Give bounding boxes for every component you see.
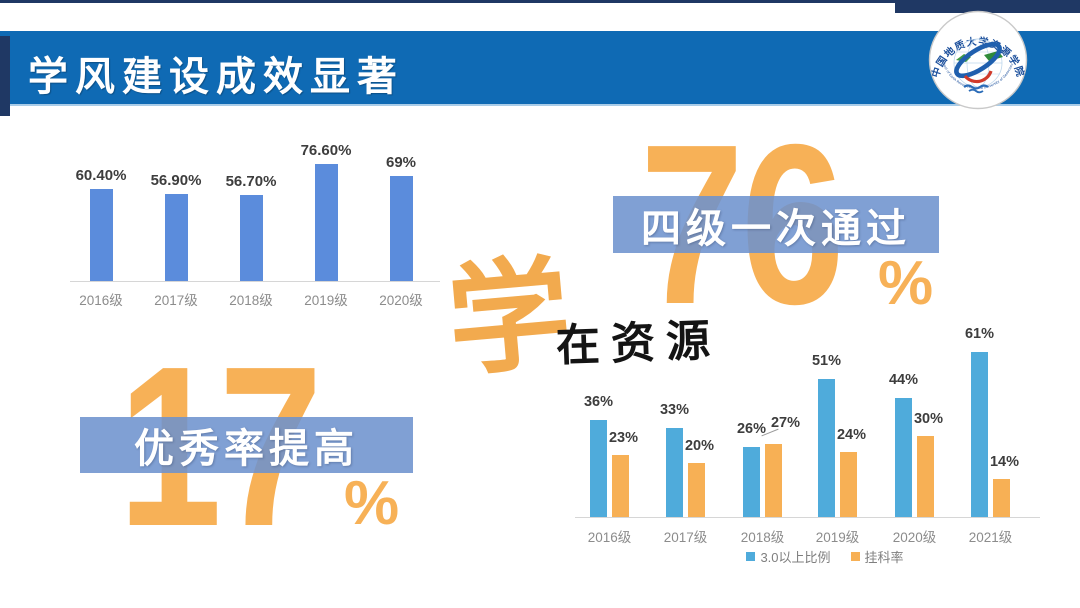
bar-blue	[666, 427, 683, 517]
bar-value-label: 51%	[811, 353, 842, 370]
bar-value-label: 24%	[836, 427, 867, 444]
logo-wave-2	[968, 88, 984, 94]
big-number-76-percent: %	[878, 249, 934, 318]
bar-value-label: 36%	[583, 393, 614, 410]
bar-orange	[993, 479, 1010, 517]
bar-value-label: 26%	[736, 420, 767, 437]
bar-value-label: 23%	[608, 429, 639, 446]
legend-swatch	[850, 552, 860, 561]
bar-value-label: 56.90%	[150, 172, 202, 190]
category-label: 2019级	[815, 530, 860, 545]
legend-item: 3.0以上比例	[746, 547, 831, 566]
logo-wave-1	[963, 84, 989, 90]
calligraphy-zai-zi-yuan: 在资源	[555, 315, 722, 372]
bar	[89, 188, 113, 281]
bar-blue	[818, 379, 835, 517]
logo-red-arc	[963, 70, 993, 84]
bar-value-label: 56.70%	[225, 172, 277, 190]
category-label: 2017级	[663, 530, 708, 545]
logo-ring	[928, 10, 1028, 110]
bar-value-label: 30%	[913, 411, 944, 427]
bar-value-label: 61%	[964, 326, 995, 343]
bar-value-label: 14%	[989, 454, 1020, 471]
bar-value-label: 69%	[385, 153, 417, 171]
bar-orange	[612, 454, 629, 517]
gpa-fail-rate-bar-chart: 36% 23% 2016级 33% 20% 2017级 26% 27% 2018级 51% 24% 2…	[570, 325, 1050, 575]
top-border	[0, 0, 1080, 3]
bar	[164, 194, 188, 281]
legend-label: 3.0以上比例	[760, 550, 831, 565]
category-label: 2018级	[740, 530, 785, 545]
calligraphy-xue: 学	[441, 239, 577, 395]
bar-value-label: 60.40%	[75, 166, 127, 184]
category-label: 2017级	[154, 293, 198, 308]
bar-orange	[765, 444, 782, 517]
category-label: 2016级	[587, 530, 632, 545]
top-right-accent-bar	[895, 0, 1080, 13]
bar-value-label: 33%	[659, 401, 690, 418]
bar-blue	[743, 446, 760, 517]
x-axis	[70, 281, 440, 282]
bar-value-label: 76.60%	[300, 142, 352, 160]
bar-blue	[895, 398, 912, 517]
bar-orange	[917, 436, 934, 517]
bar-blue	[971, 352, 988, 517]
category-label: 2019级	[304, 293, 348, 308]
chart-legend: 3.0以上比例 挂科率	[570, 547, 1050, 566]
globe-icon	[953, 38, 1003, 94]
bar-value-label: 27%	[770, 415, 801, 432]
category-label: 2020级	[379, 293, 423, 308]
bar-orange	[840, 452, 857, 517]
legend-swatch	[746, 552, 756, 561]
big-number-17-percent: %	[344, 469, 400, 538]
category-label: 2018级	[229, 293, 273, 308]
school-logo: 中国地质大学资源学院 School of Earth Resources Chi…	[928, 10, 1028, 110]
header-bar	[0, 31, 1080, 106]
bar-blue	[590, 419, 607, 517]
banner-cet4-pass: 四级一次通过	[613, 196, 939, 253]
logo-orbit-swoosh	[954, 41, 1002, 79]
bar	[389, 175, 413, 281]
bar-value-label: 44%	[888, 372, 919, 389]
left-accent-bar	[0, 36, 10, 116]
bar	[239, 194, 263, 281]
legend-label: 挂科率	[864, 550, 904, 565]
legend-item: 挂科率	[850, 547, 904, 566]
x-axis	[575, 517, 1040, 518]
page-title: 学风建设成效显著	[28, 55, 404, 99]
category-label: 2021级	[968, 530, 1013, 545]
bar-orange	[688, 463, 705, 517]
pass-rate-bar-chart: 60.40% 2016级 56.90% 2017级 56.70% 2018级 76.60% 2…	[60, 130, 440, 310]
bar-value-label: 20%	[684, 438, 715, 454]
banner-excellent-rate: 优秀率提高	[80, 417, 413, 473]
bar	[314, 164, 338, 281]
category-label: 2020级	[892, 530, 937, 545]
category-label: 2016级	[79, 293, 123, 308]
